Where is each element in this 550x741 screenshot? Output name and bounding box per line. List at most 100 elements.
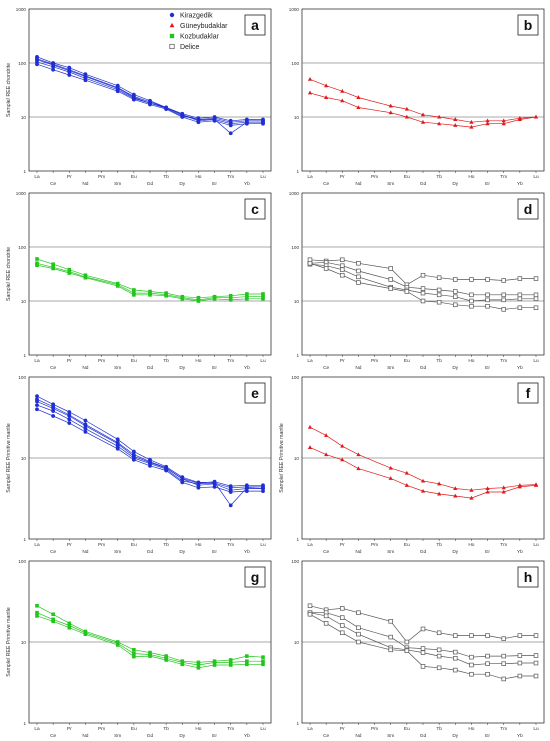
data-point bbox=[180, 480, 185, 485]
y-tick-label: 10 bbox=[294, 115, 300, 120]
y-tick-label: 100 bbox=[291, 61, 299, 66]
data-point bbox=[164, 293, 168, 298]
data-point bbox=[501, 307, 506, 312]
data-point bbox=[340, 267, 345, 272]
data-point bbox=[501, 653, 506, 659]
data-point bbox=[453, 289, 458, 294]
x-tick-label: Lu bbox=[260, 174, 266, 180]
x-tick-label: La bbox=[307, 726, 313, 732]
panel-label: a bbox=[244, 14, 266, 36]
series-line bbox=[36, 398, 263, 491]
x-tick-label: Eu bbox=[131, 358, 137, 364]
data-point bbox=[340, 615, 345, 620]
data-point bbox=[180, 111, 185, 116]
data-point bbox=[340, 623, 345, 628]
data-point bbox=[51, 414, 56, 418]
y-tick-label: 100 bbox=[291, 375, 299, 380]
data-point bbox=[533, 276, 539, 281]
data-point bbox=[261, 483, 265, 488]
legend: Kirazgedik Güneybudaklar Kozbudaklar Delice bbox=[169, 13, 228, 51]
series-line bbox=[36, 258, 263, 299]
data-point bbox=[340, 88, 345, 93]
data-point bbox=[67, 414, 72, 418]
data-point bbox=[437, 114, 442, 119]
y-tick-label: 10 bbox=[294, 456, 300, 461]
data-point bbox=[340, 457, 345, 462]
legend-label: Delice bbox=[180, 44, 200, 51]
y-tick-label: 100 bbox=[18, 559, 26, 564]
data-point bbox=[501, 485, 506, 490]
data-point bbox=[228, 118, 233, 123]
x-tick-label: Dy bbox=[179, 733, 185, 739]
x-tick-label: Tb bbox=[436, 174, 442, 180]
series-1 bbox=[307, 424, 539, 492]
data-point bbox=[132, 293, 136, 297]
series-1 bbox=[307, 603, 539, 645]
data-point bbox=[35, 407, 39, 412]
y-tick-label: 10 bbox=[294, 299, 300, 304]
data-point bbox=[356, 639, 361, 645]
x-tick-label: Yb bbox=[517, 549, 523, 555]
panel-label: e bbox=[244, 382, 266, 404]
plot-frame bbox=[28, 192, 272, 356]
data-point bbox=[501, 636, 506, 641]
y-axis-label: Sample/ REE Primitive mantle bbox=[6, 423, 12, 493]
data-point bbox=[453, 302, 458, 308]
series-3 bbox=[35, 263, 265, 303]
data-point bbox=[244, 489, 249, 494]
panel-label: b bbox=[517, 14, 539, 36]
series-line bbox=[36, 408, 263, 493]
series-line bbox=[36, 404, 263, 489]
data-point bbox=[533, 660, 539, 666]
x-tick-label: Ce bbox=[50, 549, 56, 555]
data-point bbox=[469, 662, 474, 668]
y-tick-label: 100 bbox=[291, 559, 299, 564]
data-point bbox=[196, 299, 201, 303]
data-point bbox=[485, 633, 490, 638]
data-point bbox=[67, 621, 72, 626]
x-tick-label: Gd bbox=[420, 181, 427, 187]
data-point bbox=[132, 654, 136, 659]
x-tick-label: La bbox=[307, 174, 313, 180]
x-tick-label: Gd bbox=[147, 733, 154, 739]
series-line bbox=[36, 401, 263, 487]
data-point bbox=[307, 90, 313, 95]
data-point bbox=[148, 101, 152, 106]
x-tick-label: Gd bbox=[147, 365, 154, 371]
x-tick-label: Nd bbox=[355, 181, 361, 187]
svg-text:c: c bbox=[251, 201, 259, 217]
data-point bbox=[469, 654, 474, 660]
data-point bbox=[485, 653, 490, 659]
series-1 bbox=[307, 257, 539, 287]
data-point bbox=[35, 403, 39, 407]
x-tick-label: Pr bbox=[340, 542, 345, 548]
x-tick-label: Dy bbox=[452, 549, 458, 555]
data-point bbox=[469, 487, 474, 492]
data-point bbox=[244, 121, 249, 126]
data-point bbox=[51, 612, 55, 617]
y-axis-label: Sample/ REE Primitive mantle bbox=[279, 423, 285, 493]
data-point bbox=[307, 424, 313, 429]
series-line bbox=[309, 613, 536, 680]
data-point bbox=[340, 443, 345, 448]
data-point bbox=[323, 621, 329, 626]
data-point bbox=[485, 661, 490, 666]
x-tick-label: Sm bbox=[114, 365, 121, 371]
data-point bbox=[196, 295, 201, 300]
data-point bbox=[356, 466, 361, 471]
data-point bbox=[517, 660, 523, 666]
x-tick-label: Pr bbox=[340, 174, 345, 180]
data-point bbox=[164, 658, 168, 662]
data-point bbox=[388, 465, 393, 470]
data-point bbox=[356, 274, 361, 280]
x-tick-label: Yb bbox=[517, 733, 523, 739]
data-point bbox=[404, 648, 410, 653]
x-tick-label: La bbox=[34, 358, 40, 364]
data-point bbox=[501, 489, 506, 494]
x-tick-label: Eu bbox=[131, 542, 137, 548]
y-tick-label: 10 bbox=[294, 640, 300, 645]
data-point bbox=[196, 663, 201, 667]
data-point bbox=[533, 114, 539, 119]
y-tick-label: 10 bbox=[21, 115, 27, 120]
x-tick-label: Dy bbox=[452, 733, 458, 739]
